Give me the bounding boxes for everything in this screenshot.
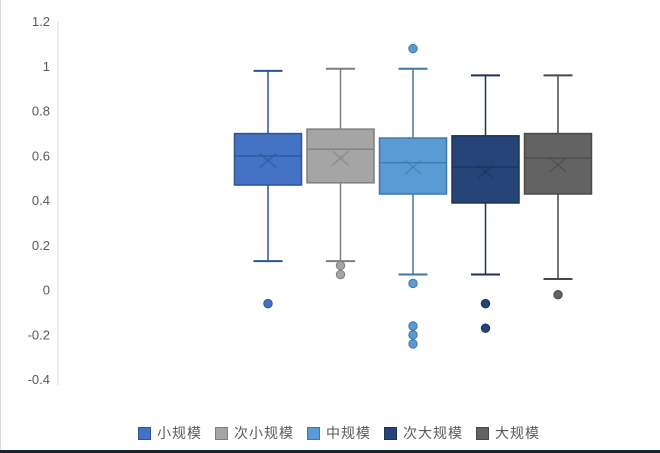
y-axis-tick-label: -0.4: [28, 372, 50, 387]
mean-marker: [549, 157, 567, 173]
legend-item-2[interactable]: 次小规模: [215, 423, 294, 443]
outlier-point: [408, 339, 418, 349]
legend-swatch-icon: [476, 426, 489, 440]
box-series-3[interactable]: [378, 43, 448, 349]
y-axis-tick-label: 0.6: [32, 148, 50, 163]
box-series-4[interactable]: [451, 74, 520, 333]
y-axis-tick-label: 1: [43, 59, 50, 74]
outlier-point: [335, 260, 346, 271]
legend-swatch-icon: [215, 426, 228, 440]
iqr-box[interactable]: [451, 135, 520, 204]
outlier-point: [408, 43, 418, 54]
legend-item-5[interactable]: 大规模: [476, 423, 540, 443]
legend-swatch-icon: [384, 426, 397, 440]
outlier-point: [408, 278, 418, 289]
box-series-1[interactable]: [233, 69, 303, 309]
y-axis-tick-label: 1.2: [32, 14, 50, 29]
iqr-box[interactable]: [306, 128, 375, 184]
box-series-5[interactable]: [523, 74, 593, 300]
bottom-window-border: [0, 450, 660, 453]
mean-marker: [331, 150, 350, 166]
y-axis-tick-label: 0.8: [32, 104, 50, 119]
mean-marker: [404, 159, 422, 175]
legend-item-3[interactable]: 中规模: [307, 423, 371, 443]
outlier-point: [480, 298, 491, 309]
outlier-point: [480, 323, 491, 333]
outlier-point: [263, 298, 273, 309]
outlier-point: [553, 289, 563, 300]
legend-swatch-icon: [138, 426, 151, 440]
y-axis-tick-label: -0.2: [28, 327, 50, 342]
left-edge-divider: [0, 0, 1, 450]
y-axis-tick-label: 0.2: [32, 238, 50, 253]
legend-label: 次大规模: [403, 425, 463, 441]
y-axis-tick-label: 0.4: [32, 193, 50, 208]
legend-label: 次小规模: [234, 425, 294, 441]
outlier-point: [408, 330, 418, 340]
boxplot-plot-area[interactable]: 1.2 1 0.8 0.6 0.4 0.2 0 -0.2 -0.4: [0, 0, 660, 415]
chart-legend: 小规模 次小规模 中规模 次大规模 大规模: [138, 421, 540, 445]
legend-label: 大规模: [495, 425, 540, 441]
mean-marker: [476, 163, 495, 180]
outlier-point: [335, 269, 346, 280]
legend-label: 小规模: [157, 425, 202, 441]
legend-label: 中规模: [326, 425, 371, 441]
legend-item-4[interactable]: 次大规模: [384, 423, 463, 443]
outlier-point: [408, 321, 418, 331]
y-axis-tick-label: 0: [43, 283, 50, 298]
mean-marker: [259, 152, 277, 169]
legend-item-1[interactable]: 小规模: [138, 423, 202, 443]
box-series-2[interactable]: [306, 67, 375, 280]
legend-swatch-icon: [307, 426, 320, 440]
